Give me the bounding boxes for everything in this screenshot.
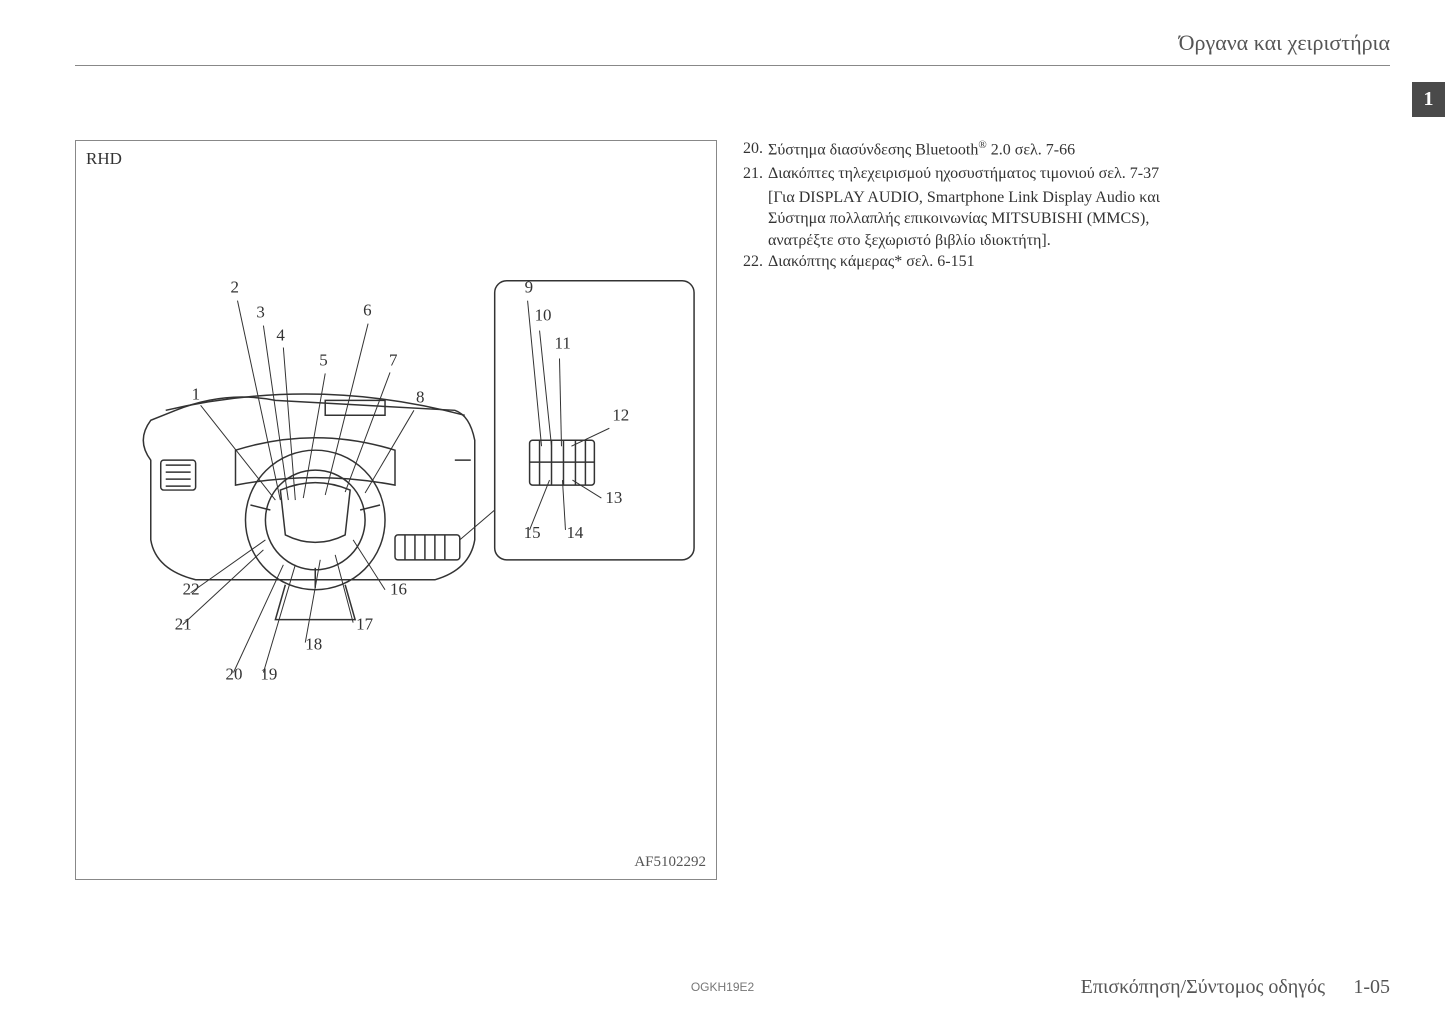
callout-leader [559,358,561,446]
legend-subtext: [Για DISPLAY AUDIO, Smartphone Link Disp… [768,187,1190,252]
page-header-title: Όργανα και χειριστήρια [1179,30,1390,56]
callout-number: 20 [226,664,243,683]
callout-leader [325,324,368,495]
footer-page-number: 1-05 [1353,976,1390,999]
legend-item: 21. Διακόπτες τηλεχειρισμού ηχοσυστήματο… [740,163,1190,185]
callout-leader [305,560,320,643]
callout-number: 5 [319,350,327,369]
callout-number: 21 [175,615,192,634]
callout-number: 13 [605,488,622,507]
callout-number: 8 [416,387,424,406]
diagram-svg: 12345678910111213141516171819202122 [76,141,716,879]
callout-number: 22 [183,580,200,599]
legend-text: Σύστημα διασύνδεσης Bluetooth® 2.0 σελ. … [768,138,1190,161]
legend-number: 21. [740,163,768,185]
diagram-frame: RHD AF5102292 [75,140,717,880]
legend-item: 20. Σύστημα διασύνδεσης Bluetooth® 2.0 σ… [740,138,1190,161]
callout-number: 1 [192,384,200,403]
callout-number: 16 [390,580,407,599]
callout-leader [572,480,601,498]
callout-leader [201,405,276,500]
legend-text: Διακόπτης κάμερας* σελ. 6-151 [768,251,1190,273]
callout-number: 9 [525,278,533,297]
header-divider [75,65,1390,66]
callout-number: 7 [389,350,397,369]
callout-leader [365,410,414,493]
section-tab: 1 [1412,82,1445,117]
footer-doc-code: OGKH19E2 [691,980,754,994]
callout-number: 14 [566,523,583,542]
callout-leader [353,540,385,590]
legend-text: Διακόπτες τηλεχειρισμού ηχοσυστήματος τι… [768,163,1190,185]
legend-number: 22. [740,251,768,273]
callout-number: 17 [356,615,373,634]
callout-leader [562,480,565,530]
legend-number: 20. [740,138,768,161]
callout-leader [303,373,325,498]
legend-item: 22. Διακόπτης κάμερας* σελ. 6-151 [740,251,1190,273]
callout-number: 3 [256,303,264,322]
callout-number: 10 [535,306,552,325]
callout-number: 11 [555,334,571,353]
callout-leader [335,555,353,623]
callout-number: 18 [305,635,322,654]
callout-leader [571,428,609,446]
callout-number: 15 [524,523,541,542]
footer-section-title: Επισκόπηση/Σύντομος οδηγός [1081,976,1325,999]
callout-leader [263,326,288,500]
callout-number: 4 [276,326,285,345]
callout-leader [540,331,552,447]
callout-number: 19 [260,664,277,683]
callout-leader [191,540,266,593]
legend-list: 20. Σύστημα διασύνδεσης Bluetooth® 2.0 σ… [740,138,1190,275]
callout-number: 12 [612,405,629,424]
callout-number: 6 [363,301,371,320]
callout-number: 2 [231,278,239,297]
callout-leader [263,565,295,673]
